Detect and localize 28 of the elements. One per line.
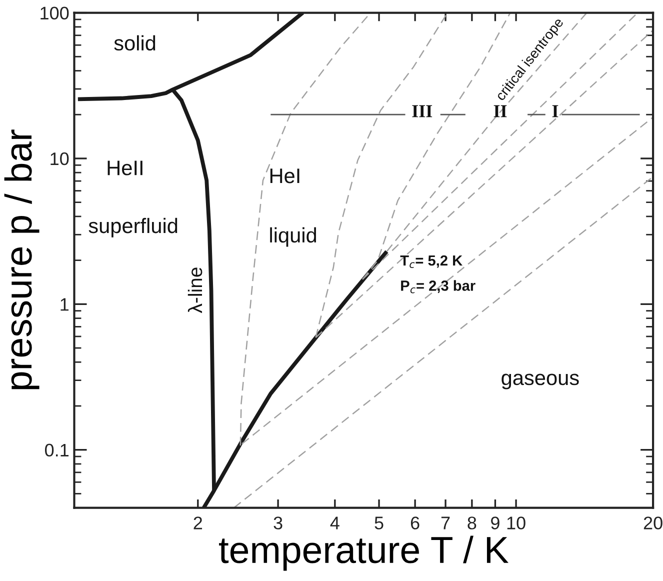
y-tick-label: 100	[40, 6, 69, 20]
x-tick-label: 6	[410, 516, 420, 530]
x-tick-label: 10	[507, 516, 526, 530]
annotation: III	[412, 105, 432, 118]
x-tick-label: 20	[644, 516, 662, 530]
y-tick-label: 10	[50, 152, 69, 166]
annotation: gaseous	[502, 374, 579, 390]
x-tick-label: 9	[491, 516, 500, 530]
annotation: II	[494, 105, 507, 118]
annotation: solid	[114, 35, 156, 51]
x-tick-label: 3	[274, 516, 282, 530]
x-tick-label: 5	[374, 516, 384, 530]
annotation: T$_{c}$= 5,2 K	[400, 255, 462, 268]
x-tick-label: 8	[468, 516, 476, 530]
x-tick-label: 2	[194, 516, 202, 530]
y-axis-title: pressure p / bar	[4, 130, 40, 390]
annotation: I	[552, 105, 558, 118]
annotation: superfluid	[88, 218, 178, 238]
y-tick-label: 1	[60, 298, 69, 311]
annotation: HeI	[270, 168, 300, 184]
annotation: HeII	[108, 160, 142, 176]
annotation: λ-line	[188, 268, 202, 314]
y-tick-label: 0.1	[45, 444, 69, 457]
annotation: P$_{c}$= 2,3 bar	[401, 280, 476, 294]
annotation: liquid	[270, 227, 316, 247]
x-axis-title: temperature T / K	[219, 536, 508, 571]
x-tick-label: 7	[441, 516, 450, 530]
x-tick-label: 4	[330, 516, 340, 530]
